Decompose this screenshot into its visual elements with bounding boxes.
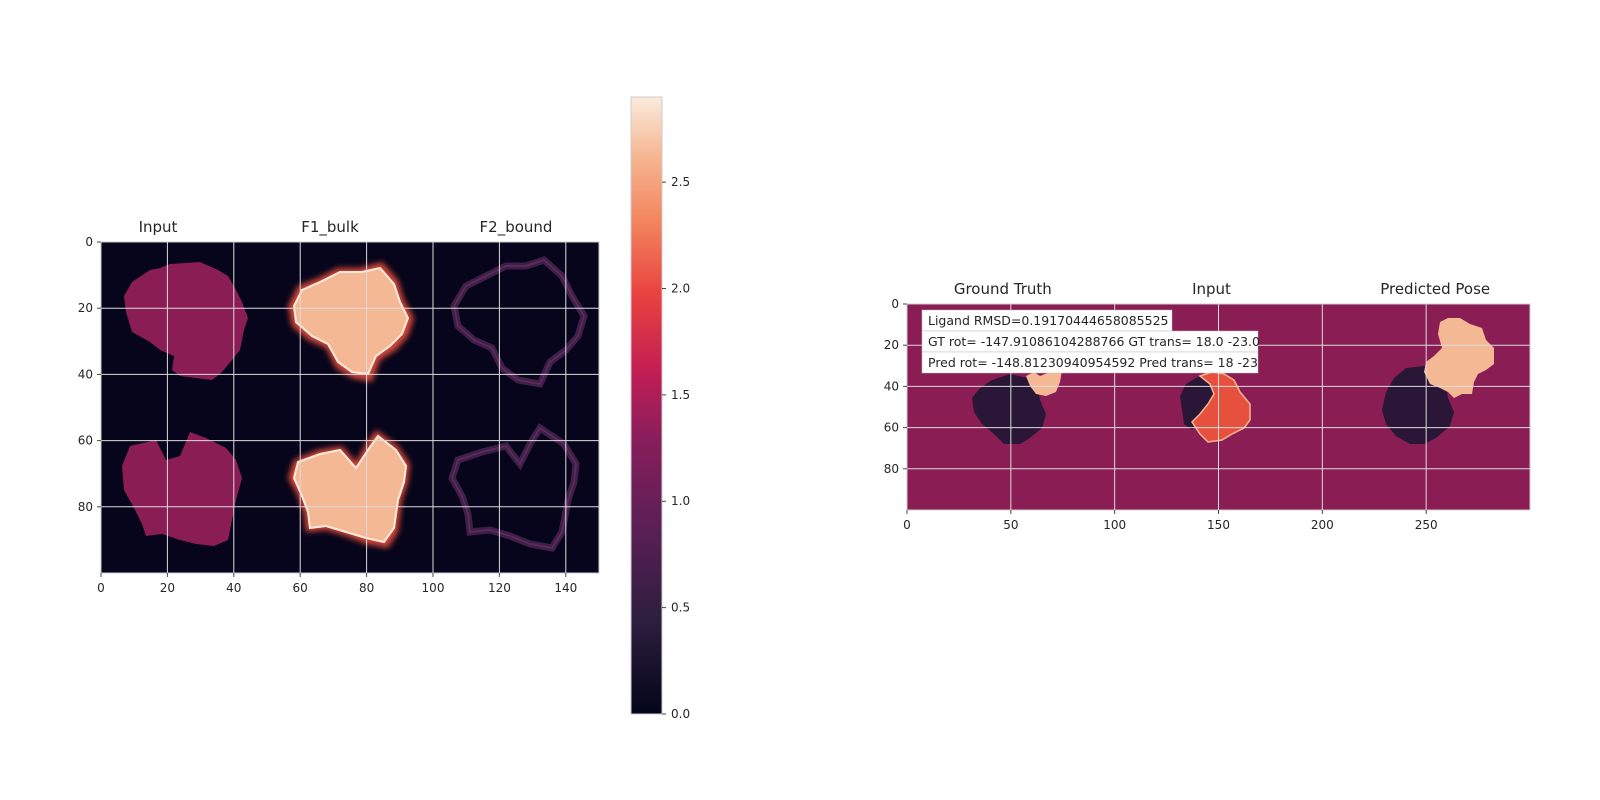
features-x-tick-label-4: 80 bbox=[359, 581, 374, 595]
pose-x-ticks: 0 50 100 150 200 250 bbox=[903, 510, 1438, 532]
annotation-gt: GT rot= -147.91086104288766 GT trans= 18… bbox=[928, 334, 1260, 349]
features-x-tick-label-0: 0 bbox=[97, 581, 105, 595]
pose-x-tick-label-4: 200 bbox=[1311, 518, 1334, 532]
pose-heatmap: 0 50 100 150 200 250 0 20 40 60 80 Ground Truth In… bbox=[884, 280, 1531, 532]
colorbar-tick-label-5: 2.5 bbox=[671, 175, 690, 189]
annotation-pred: Pred rot= -148.81230940954592 Pred trans… bbox=[928, 355, 1258, 370]
pose-column-title-1: Input bbox=[1192, 280, 1231, 298]
pose-column-titles: Ground Truth Input Predicted Pose bbox=[954, 280, 1490, 298]
colorbar-ticks: 0.0 0.5 1.0 1.5 2.0 2.5 bbox=[662, 175, 690, 721]
features-x-tick-label-3: 60 bbox=[293, 581, 308, 595]
colorbar: 0.0 0.5 1.0 1.5 2.0 2.5 bbox=[630, 96, 690, 721]
pose-column-title-0: Ground Truth bbox=[954, 280, 1052, 298]
features-y-tick-label-1: 20 bbox=[78, 301, 93, 315]
features-grid bbox=[101, 242, 599, 573]
colorbar-tick-label-4: 2.0 bbox=[671, 281, 690, 295]
colorbar-tick-label-0: 0.0 bbox=[671, 707, 690, 721]
features-column-titles: Input F1_bulk F2_bound bbox=[139, 218, 553, 237]
colorbar-tick-label-2: 1.0 bbox=[671, 494, 690, 508]
pose-x-tick-label-5: 250 bbox=[1415, 518, 1438, 532]
features-column-title-0: Input bbox=[139, 218, 178, 236]
input-receptor-bottom bbox=[122, 432, 242, 546]
pose-annotation-box: Ligand RMSD=0.19170444658085525 GT rot= … bbox=[921, 309, 1260, 374]
features-column-title-2: F2_bound bbox=[480, 218, 553, 237]
features-x-ticks: 0 20 40 60 80 100 120 140 bbox=[97, 573, 577, 595]
colorbar-tick-label-3: 1.5 bbox=[671, 388, 690, 402]
input-ligand bbox=[1191, 371, 1251, 443]
features-y-tick-label-4: 80 bbox=[78, 500, 93, 514]
gt-receptor-dark bbox=[972, 374, 1046, 444]
pose-y-tick-label-4: 80 bbox=[884, 462, 899, 476]
input-receptor-dark bbox=[1180, 374, 1218, 430]
input-receptor-top bbox=[124, 262, 248, 380]
features-y-tick-label-2: 40 bbox=[78, 367, 93, 381]
pose-y-tick-label-3: 60 bbox=[884, 421, 899, 435]
features-column-title-1: F1_bulk bbox=[301, 218, 359, 237]
features-x-tick-label-1: 20 bbox=[160, 581, 175, 595]
pose-x-tick-label-1: 50 bbox=[1003, 518, 1018, 532]
pose-x-tick-label-3: 150 bbox=[1207, 518, 1230, 532]
annotation-row-2-bg bbox=[921, 351, 1259, 374]
annotation-rmsd: Ligand RMSD=0.19170444658085525 bbox=[928, 313, 1169, 328]
features-y-tick-label-3: 60 bbox=[78, 434, 93, 448]
features-x-tick-label-7: 140 bbox=[554, 581, 577, 595]
features-y-tick-label-0: 0 bbox=[85, 235, 93, 249]
pose-y-tick-label-0: 0 bbox=[891, 297, 899, 311]
colorbar-tick-label-1: 0.5 bbox=[671, 601, 690, 615]
pose-column-title-2: Predicted Pose bbox=[1380, 280, 1490, 298]
bound-outlines bbox=[448, 256, 588, 552]
features-y-ticks: 0 20 40 60 80 bbox=[78, 235, 101, 514]
features-x-tick-label-6: 120 bbox=[488, 581, 511, 595]
bulk-bottom bbox=[292, 434, 408, 544]
pred-ligand bbox=[1424, 318, 1494, 398]
pose-x-tick-label-2: 100 bbox=[1103, 518, 1126, 532]
features-heatmap: 0 20 40 60 80 100 120 140 0 20 40 60 80 Input F1_bul… bbox=[78, 218, 600, 595]
bulk-top bbox=[292, 266, 410, 376]
features-x-tick-label-2: 40 bbox=[226, 581, 241, 595]
pose-y-ticks: 0 20 40 60 80 bbox=[884, 297, 907, 476]
pose-x-tick-label-0: 0 bbox=[903, 518, 911, 532]
colorbar-gradient bbox=[630, 96, 663, 715]
pose-y-tick-label-2: 40 bbox=[884, 379, 899, 393]
features-frame bbox=[100, 241, 600, 574]
features-x-tick-label-5: 100 bbox=[422, 581, 445, 595]
pose-grid bbox=[907, 304, 1530, 510]
gt-ligand bbox=[1026, 370, 1062, 396]
pose-y-tick-label-1: 20 bbox=[884, 338, 899, 352]
